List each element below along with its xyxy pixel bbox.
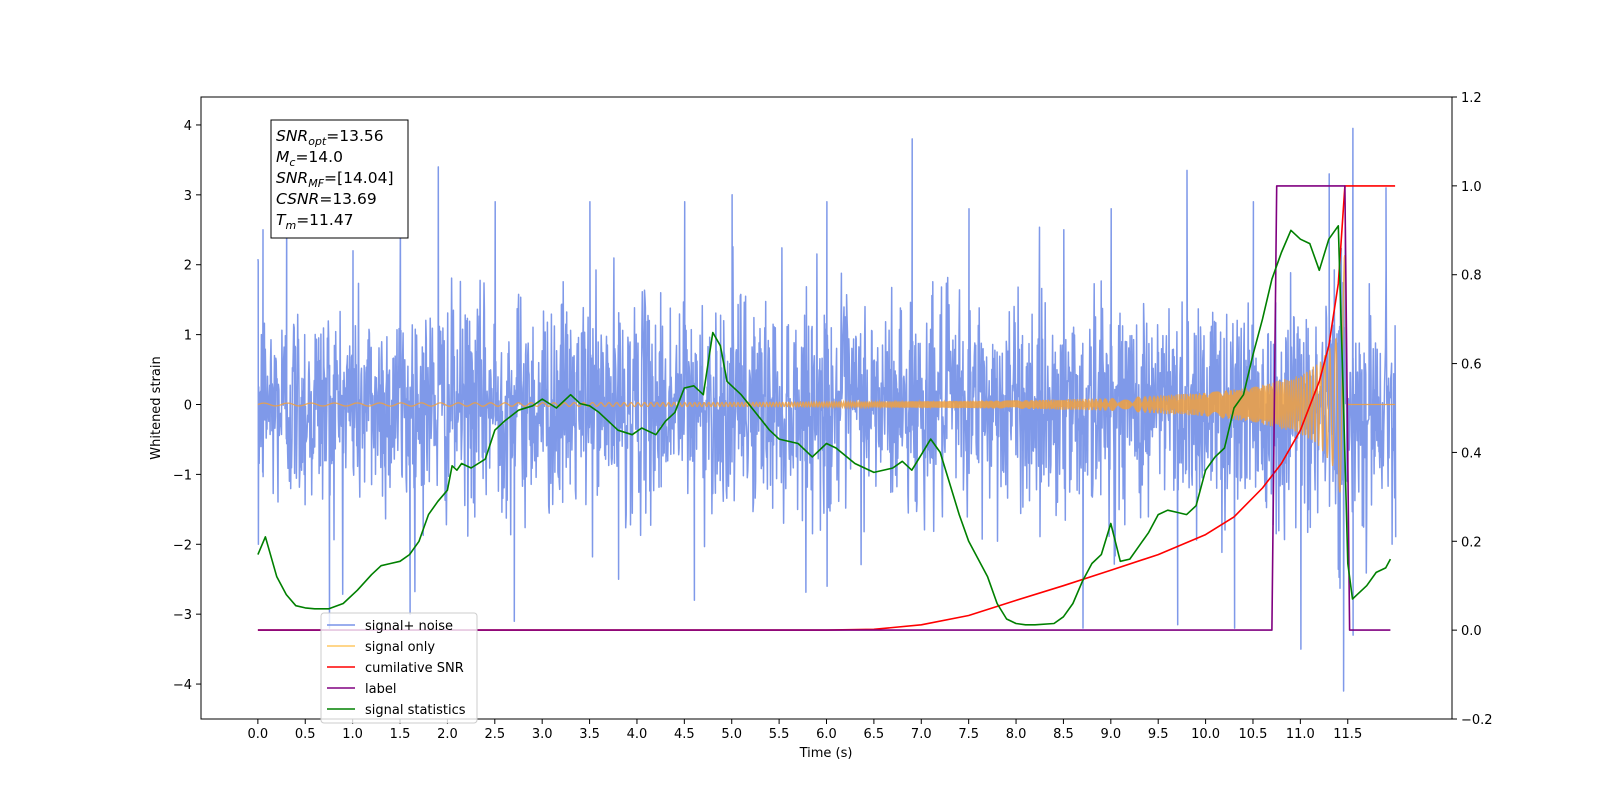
y-right-tick-label: 0.6 [1461,358,1482,373]
x-tick-label: 3.0 [532,727,553,742]
series-cumilative-snr [257,185,1396,631]
x-tick-label: 5.5 [769,727,790,742]
x-tick-label: 8.5 [1053,727,1074,742]
stat-subscript: MF [308,177,324,190]
x-tick-label: 2.0 [437,727,458,742]
x-tick-label: 1.0 [342,727,363,742]
stat-symbol: T [276,211,287,229]
stats-annotation: SNRopt=13.56Mc=14.0SNRMF=[14.04]CSNR=13.… [270,119,409,239]
stat-value: =13.69 [319,190,376,208]
y-right-tick-label: 0.4 [1461,446,1482,461]
legend-label: signal statistics [365,703,466,718]
x-tick-label: 6.0 [816,727,837,742]
legend-label: signal only [365,640,435,655]
stat-line: Tm=11.47 [276,211,354,232]
stat-value: =13.56 [326,127,383,145]
y-left-tick-label: −1 [173,468,192,483]
series-layer [257,127,1397,692]
stat-value: =[14.04] [324,169,393,187]
stat-symbol: M [276,148,289,166]
stat-subscript: opt [308,135,327,148]
x-tick-label: 11.5 [1333,727,1362,742]
x-tick-label: 2.5 [484,727,505,742]
x-tick-label: 10.5 [1239,727,1268,742]
stat-symbol: SNR [276,169,308,187]
x-tick-label: 8.0 [1006,727,1027,742]
x-tick-label: 0.0 [248,727,269,742]
x-tick-label: 1.5 [390,727,411,742]
x-tick-label: 4.5 [674,727,695,742]
x-tick-label: 10.0 [1191,727,1220,742]
y-left-tick-label: 4 [184,119,192,134]
stats-box-frame [270,119,409,239]
stat-subscript: c [289,156,295,169]
y-right-tick-label: −0.2 [1461,713,1493,728]
series-label [257,185,1391,631]
y-left-tick-label: 1 [184,329,192,344]
legend: signal+ noise signal only cumilative SNR la… [320,612,478,724]
x-tick-label: 9.5 [1148,727,1169,742]
stat-subscript: m [285,219,296,232]
stat-value: =14.0 [295,148,343,166]
series-signal-statistics [257,225,1392,626]
stat-line: CSNR=13.69 [276,190,377,208]
x-tick-label: 0.5 [295,727,316,742]
y-left-tick-label: 2 [184,259,192,274]
x-tick-label: 3.5 [579,727,600,742]
legend-frame [320,612,478,724]
y-left-tick-label: 0 [184,399,192,414]
stat-line: SNRopt=13.56 [276,127,384,148]
series-signal-plus-noise [257,127,1397,692]
stat-symbol: SNR [276,127,308,145]
x-tick-label: 4.0 [627,727,648,742]
legend-label: cumilative SNR [365,661,464,676]
stat-symbol: CSNR [276,190,319,208]
y-left-tick-label: −4 [173,678,192,693]
y-right-tick-label: 0.0 [1461,624,1482,639]
y-axis-label-left: Whitened strain [149,356,164,459]
x-axis: 0.0 0.5 1.0 1.5 2.0 2.5 3.0 3.5 4.0 4.5 5.0 5.5 6.0 6… [248,719,1362,742]
y-right-tick-label: 0.8 [1461,269,1482,284]
x-tick-label: 11.0 [1286,727,1315,742]
y-left-tick-label: −2 [173,538,192,553]
stat-line: Mc=14.0 [276,148,343,169]
x-tick-label: 5.0 [721,727,742,742]
y-left-tick-label: 3 [184,189,192,204]
y-left-tick-label: −3 [173,608,192,623]
x-tick-label: 9.0 [1100,727,1121,742]
y-axis-left: −4 −3 −2 −1 0 1 2 3 4 [173,119,201,693]
x-tick-label: 6.5 [864,727,885,742]
legend-label: label [365,682,396,697]
y-axis-right: −0.2 0.0 0.2 0.4 0.6 0.8 1.0 1.2 [1452,91,1493,728]
stat-value: =11.47 [296,211,353,229]
stat-line: SNRMF=[14.04] [276,169,394,190]
y-right-tick-label: 1.2 [1461,91,1482,106]
legend-label: signal+ noise [365,619,453,634]
y-right-tick-label: 1.0 [1461,180,1482,195]
x-tick-label: 7.5 [958,727,979,742]
series-signal-only [257,255,1396,493]
y-right-tick-label: 0.2 [1461,535,1482,550]
x-tick-label: 7.0 [911,727,932,742]
x-axis-label: Time (s) [799,746,853,761]
